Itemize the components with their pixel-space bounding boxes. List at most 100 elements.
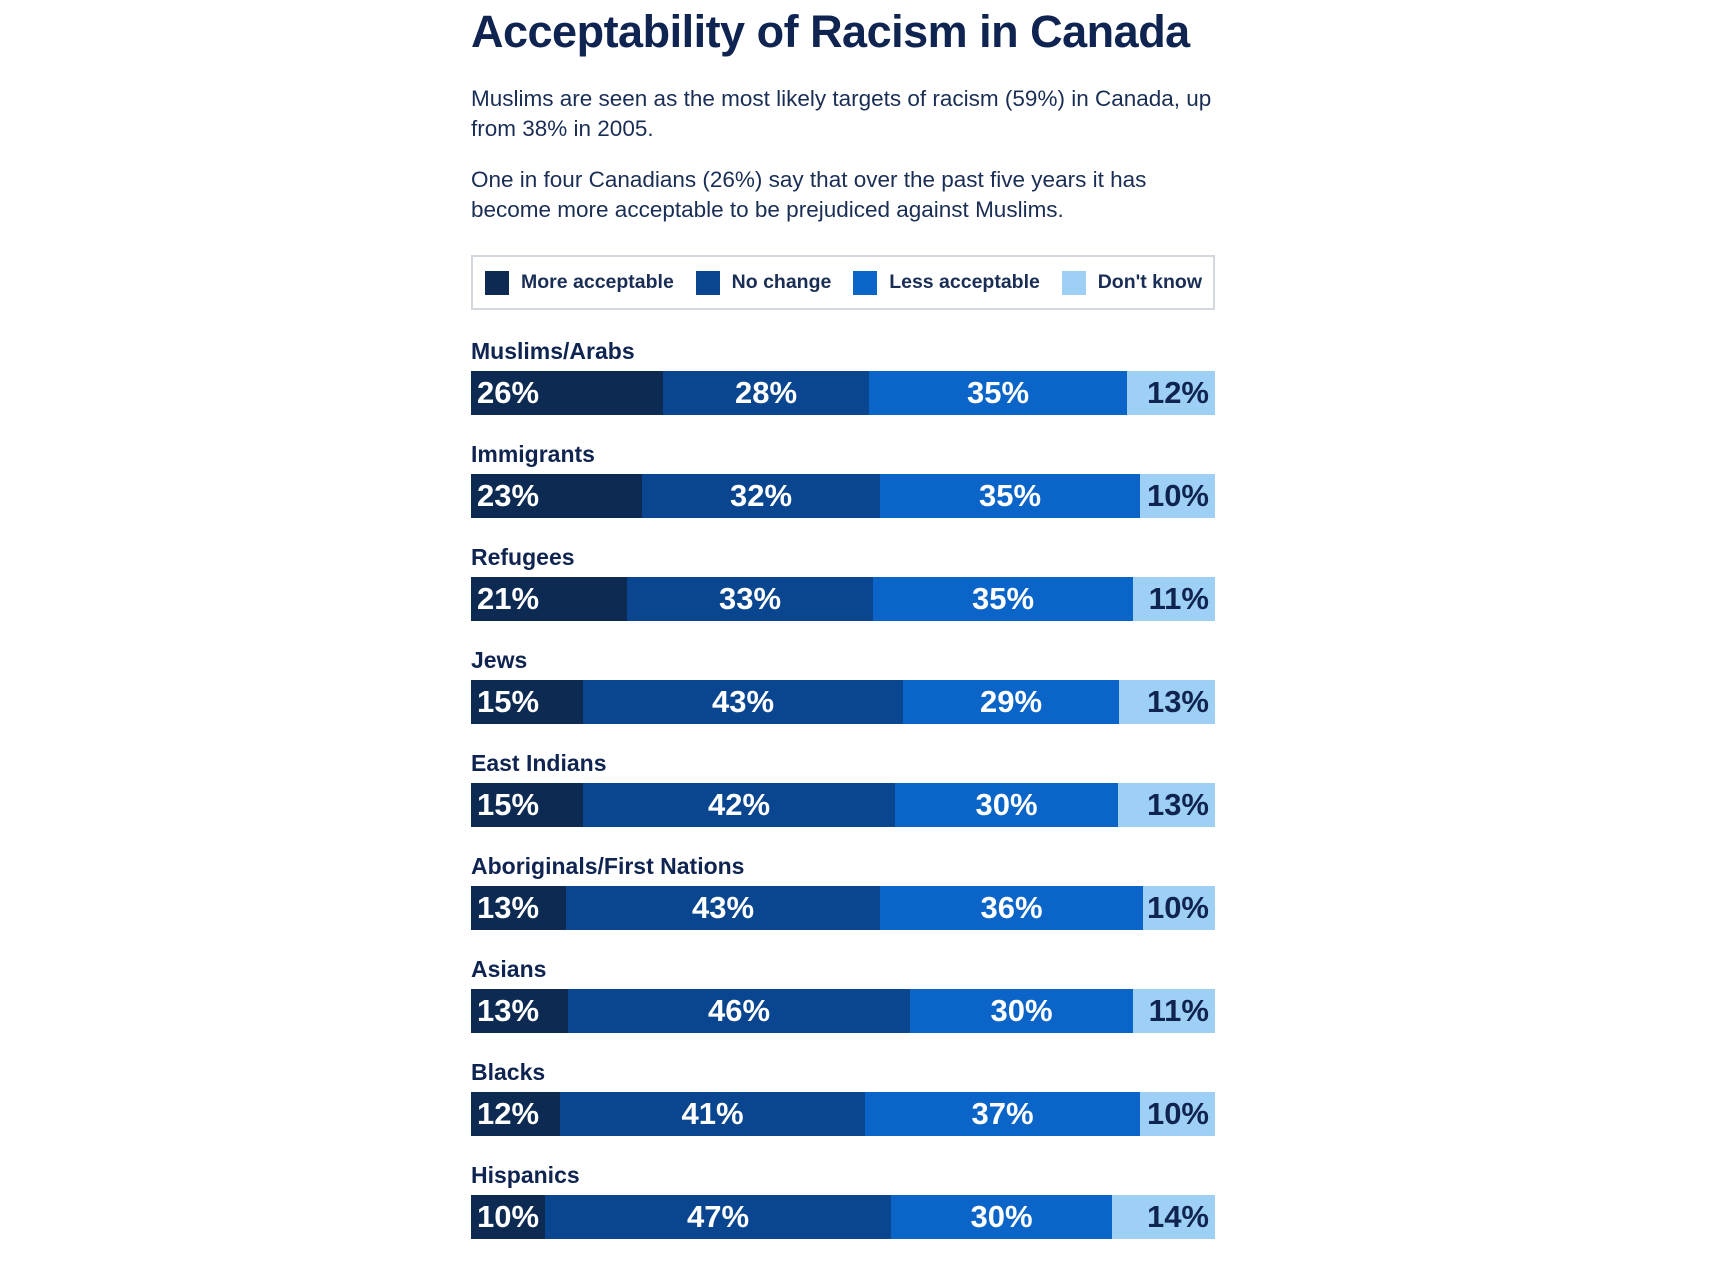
bar-segment: 35% <box>873 577 1133 621</box>
data-label: 33% <box>718 581 782 616</box>
bar-group: Hispanics 10% 47% 30% 14% <box>471 1162 1215 1265</box>
data-label: 11% <box>1148 581 1209 616</box>
data-label: 30% <box>990 993 1053 1028</box>
data-label: 26% <box>477 375 540 410</box>
bar-segment: 35% <box>880 474 1140 518</box>
bar-segment: 46% <box>568 989 910 1033</box>
bar-group: Jews 15% 43% 29% 13% <box>471 647 1215 750</box>
data-label: 10% <box>1146 890 1209 925</box>
data-label: 46% <box>707 993 771 1028</box>
legend-swatch <box>695 270 720 295</box>
bar-segment: 37% <box>865 1092 1140 1136</box>
bar-segment: 43% <box>583 680 903 724</box>
legend-item: More acceptable <box>485 270 674 295</box>
data-label: 42% <box>707 787 771 822</box>
data-label: 41% <box>681 1096 744 1131</box>
data-label: 47% <box>686 1199 750 1234</box>
category-label: Blacks <box>471 1059 546 1085</box>
stacked-bar: 23% 32% 35% 10% <box>471 474 1215 518</box>
legend-item: No change <box>695 270 832 295</box>
bar-segment: 30% <box>910 989 1133 1033</box>
category-label: Hispanics <box>471 1162 580 1188</box>
data-label: 35% <box>971 581 1035 616</box>
bar-segment: 28% <box>663 371 869 415</box>
data-label: 12% <box>1146 375 1209 410</box>
data-label: 37% <box>971 1096 1034 1131</box>
data-label: 43% <box>691 890 755 925</box>
stacked-bar: 21% 33% 35% 11% <box>471 577 1215 621</box>
intro-paragraph-1: Muslims are seen as the most likely targ… <box>471 86 1212 141</box>
data-label: 13% <box>477 890 540 925</box>
legend: More acceptable No change Less acceptable D… <box>471 255 1215 310</box>
category-label: Refugees <box>471 544 575 570</box>
bar-segment: 47% <box>545 1195 891 1239</box>
chart-figure: Acceptability of Racism in Canada Muslim… <box>471 0 1217 1248</box>
data-label: 12% <box>477 1096 540 1131</box>
bar-segment: 29% <box>903 680 1119 724</box>
data-label: 21% <box>477 581 540 616</box>
bar-segment: 13% <box>471 989 568 1033</box>
bar-segment: 32% <box>642 474 880 518</box>
legend-item: Less acceptable <box>853 270 1040 295</box>
legend-label: Don't know <box>1097 271 1202 293</box>
category-label: Immigrants <box>471 441 595 467</box>
intro-paragraph-2: One in four Canadians (26%) say that ove… <box>471 167 1147 222</box>
category-label: Muslims/Arabs <box>471 338 635 364</box>
bar-segment: 42% <box>583 783 895 827</box>
data-label: 14% <box>1146 1199 1209 1234</box>
category-label: East Indians <box>471 750 607 776</box>
bar-segment: 33% <box>627 577 873 621</box>
category-label: Jews <box>471 647 528 673</box>
bar-segment: 15% <box>471 783 583 827</box>
stacked-bar-chart: Muslims/Arabs 26% 28% 35% 12% Immigrants 23% 32… <box>471 338 1215 1265</box>
legend-swatch <box>1061 270 1086 295</box>
bar-segment: 21% <box>471 577 627 621</box>
data-label: 30% <box>970 1199 1033 1234</box>
data-label: 36% <box>980 890 1043 925</box>
bar-segment: 23% <box>471 474 642 518</box>
bar-group: Blacks 12% 41% 37% 10% <box>471 1059 1215 1162</box>
bar-segment: 12% <box>471 1092 560 1136</box>
stacked-bar: 15% 42% 30% 13% <box>471 783 1215 827</box>
data-label: 43% <box>711 684 775 719</box>
bar-group: Aboriginals/First Nations 13% 43% 36% 10% <box>471 853 1215 956</box>
bar-segment: 10% <box>1140 1092 1215 1136</box>
bar-segment: 12% <box>1127 371 1215 415</box>
bar-group: Refugees 21% 33% 35% 11% <box>471 544 1215 647</box>
bar-group: Asians 13% 46% 30% 11% <box>471 956 1215 1059</box>
bar-segment: 26% <box>471 371 663 415</box>
bar-segment: 35% <box>869 371 1127 415</box>
bar-group: Immigrants 23% 32% 35% 10% <box>471 441 1215 544</box>
bar-segment: 13% <box>471 886 566 930</box>
data-label: 13% <box>1146 787 1209 822</box>
bar-segment: 14% <box>1112 1195 1215 1239</box>
bar-segment: 15% <box>471 680 583 724</box>
legend-swatch <box>853 270 878 295</box>
data-label: 13% <box>477 993 540 1028</box>
bar-segment: 36% <box>880 886 1143 930</box>
category-label: Aboriginals/First Nations <box>471 853 745 879</box>
legend-label: Less acceptable <box>889 271 1040 293</box>
bar-segment: 13% <box>1118 783 1215 827</box>
data-label: 11% <box>1148 993 1209 1028</box>
data-label: 15% <box>477 684 540 719</box>
legend-label: No change <box>731 271 832 293</box>
legend-label: More acceptable <box>521 271 674 293</box>
data-label: 10% <box>1146 478 1209 513</box>
legend-item: Don't know <box>1061 270 1202 295</box>
stacked-bar: 15% 43% 29% 13% <box>471 680 1215 724</box>
chart-title: Acceptability of Racism in Canada <box>471 6 1190 57</box>
data-label: 35% <box>978 478 1042 513</box>
bar-segment: 30% <box>891 1195 1112 1239</box>
bar-segment: 30% <box>895 783 1118 827</box>
bar-segment: 43% <box>566 886 880 930</box>
data-label: 32% <box>729 478 793 513</box>
stacked-bar: 12% 41% 37% 10% <box>471 1092 1215 1136</box>
stacked-bar: 26% 28% 35% 12% <box>471 371 1215 415</box>
data-label: 28% <box>734 375 798 410</box>
category-label: Asians <box>471 956 547 982</box>
bar-segment: 13% <box>1119 680 1215 724</box>
bar-segment: 41% <box>560 1092 865 1136</box>
data-label: 15% <box>477 787 540 822</box>
bar-segment: 11% <box>1133 577 1215 621</box>
